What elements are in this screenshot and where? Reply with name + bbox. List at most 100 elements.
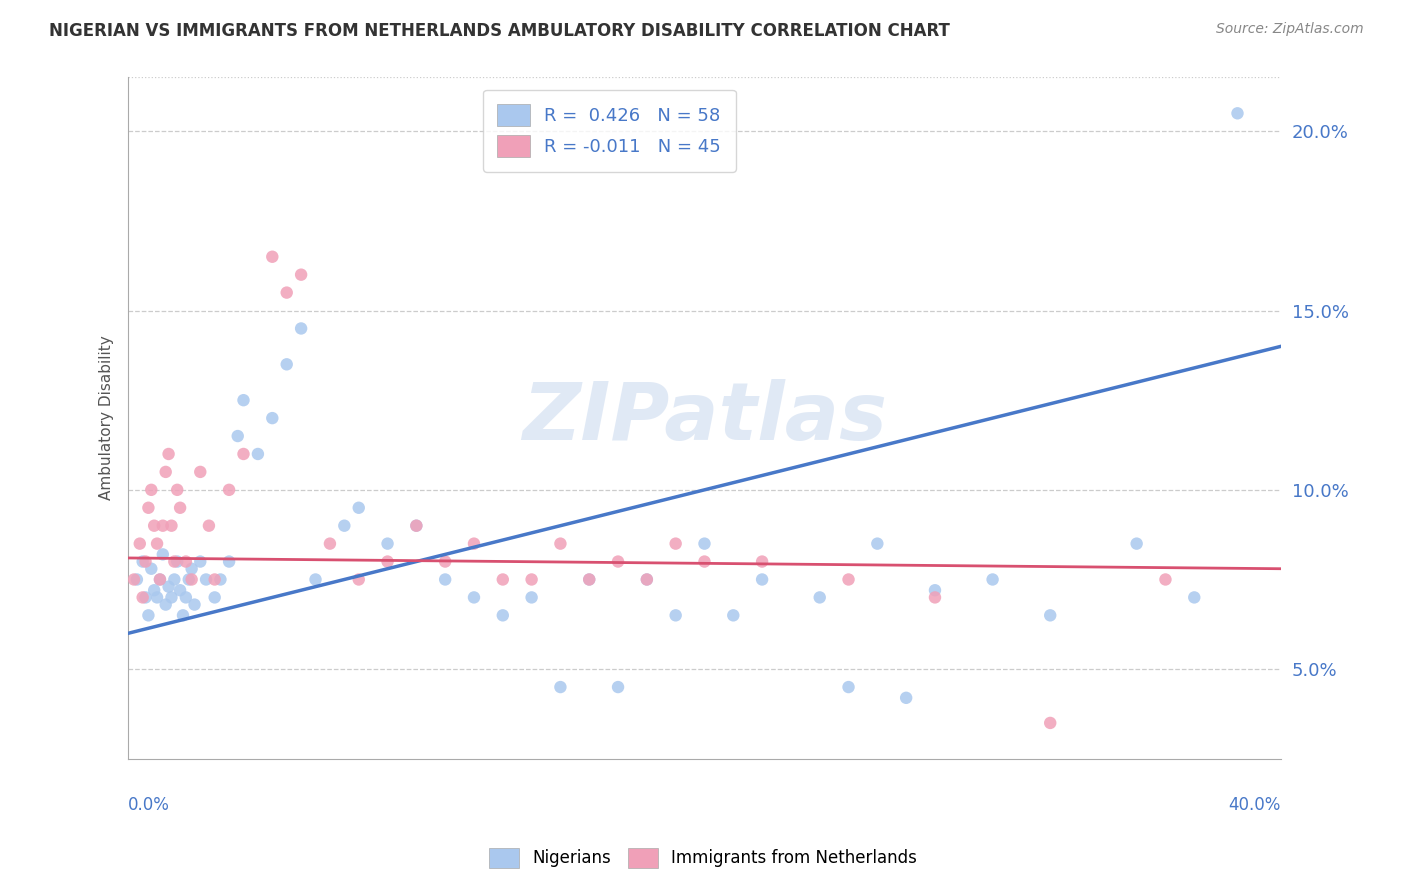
Point xyxy=(163,573,186,587)
Point xyxy=(157,447,180,461)
Point xyxy=(135,591,157,605)
Point xyxy=(693,536,716,550)
Point xyxy=(157,580,180,594)
Point xyxy=(866,536,889,550)
Point xyxy=(138,500,160,515)
Point xyxy=(520,573,543,587)
Point xyxy=(665,536,688,550)
Point xyxy=(232,393,254,408)
Point xyxy=(636,573,658,587)
Point xyxy=(232,447,254,461)
Point xyxy=(125,573,148,587)
Point xyxy=(290,268,312,282)
Point xyxy=(665,608,688,623)
Point xyxy=(172,608,194,623)
Point xyxy=(276,357,298,371)
Point xyxy=(492,573,515,587)
Point xyxy=(198,518,221,533)
Point xyxy=(347,500,370,515)
Point xyxy=(174,555,197,569)
Point xyxy=(195,573,218,587)
Point xyxy=(218,483,240,497)
Point xyxy=(1154,573,1177,587)
Point xyxy=(751,573,773,587)
Point xyxy=(981,573,1004,587)
Point xyxy=(492,608,515,623)
Point xyxy=(163,555,186,569)
Point xyxy=(520,591,543,605)
Point xyxy=(138,608,160,623)
Point xyxy=(166,483,188,497)
Point xyxy=(122,573,145,587)
Point xyxy=(152,518,174,533)
Point xyxy=(1039,715,1062,730)
Point xyxy=(218,555,240,569)
Point xyxy=(146,591,169,605)
Text: 40.0%: 40.0% xyxy=(1229,797,1281,814)
Point xyxy=(347,573,370,587)
Point xyxy=(1182,591,1205,605)
Point xyxy=(434,573,457,587)
Y-axis label: Ambulatory Disability: Ambulatory Disability xyxy=(100,335,114,500)
Point xyxy=(160,591,183,605)
Text: 0.0%: 0.0% xyxy=(128,797,170,814)
Point xyxy=(924,591,946,605)
Point xyxy=(636,573,658,587)
Point xyxy=(152,548,174,562)
Point xyxy=(578,573,600,587)
Point xyxy=(262,250,284,264)
Point xyxy=(135,555,157,569)
Legend: R =  0.426   N = 58, R = -0.011   N = 45: R = 0.426 N = 58, R = -0.011 N = 45 xyxy=(484,90,735,172)
Point xyxy=(155,465,177,479)
Point xyxy=(169,500,191,515)
Point xyxy=(1039,608,1062,623)
Point xyxy=(723,608,745,623)
Point xyxy=(226,429,249,443)
Point xyxy=(290,321,312,335)
Point xyxy=(550,680,572,694)
Point xyxy=(143,583,166,598)
Point xyxy=(276,285,298,300)
Point xyxy=(262,411,284,425)
Point xyxy=(143,518,166,533)
Point xyxy=(894,690,917,705)
Point xyxy=(578,573,600,587)
Point xyxy=(180,573,202,587)
Text: ZIPatlas: ZIPatlas xyxy=(522,379,887,457)
Point xyxy=(183,598,205,612)
Point xyxy=(146,536,169,550)
Point xyxy=(155,598,177,612)
Point xyxy=(319,536,342,550)
Point xyxy=(1125,536,1147,550)
Point xyxy=(128,536,150,550)
Point xyxy=(1226,106,1249,120)
Point xyxy=(204,591,226,605)
Point xyxy=(751,555,773,569)
Point xyxy=(607,680,630,694)
Point xyxy=(177,573,200,587)
Legend: Nigerians, Immigrants from Netherlands: Nigerians, Immigrants from Netherlands xyxy=(482,841,924,875)
Point xyxy=(131,591,153,605)
Point xyxy=(463,536,485,550)
Point xyxy=(377,555,399,569)
Point xyxy=(141,562,163,576)
Point xyxy=(405,518,427,533)
Point xyxy=(838,573,860,587)
Point xyxy=(188,555,211,569)
Point xyxy=(377,536,399,550)
Point xyxy=(131,555,153,569)
Point xyxy=(607,555,630,569)
Point xyxy=(209,573,232,587)
Text: NIGERIAN VS IMMIGRANTS FROM NETHERLANDS AMBULATORY DISABILITY CORRELATION CHART: NIGERIAN VS IMMIGRANTS FROM NETHERLANDS … xyxy=(49,22,950,40)
Point xyxy=(149,573,172,587)
Point xyxy=(693,555,716,569)
Point xyxy=(405,518,427,533)
Point xyxy=(180,562,202,576)
Point xyxy=(204,573,226,587)
Point xyxy=(188,465,211,479)
Point xyxy=(141,483,163,497)
Point xyxy=(463,591,485,605)
Point xyxy=(333,518,356,533)
Point xyxy=(434,555,457,569)
Point xyxy=(169,583,191,598)
